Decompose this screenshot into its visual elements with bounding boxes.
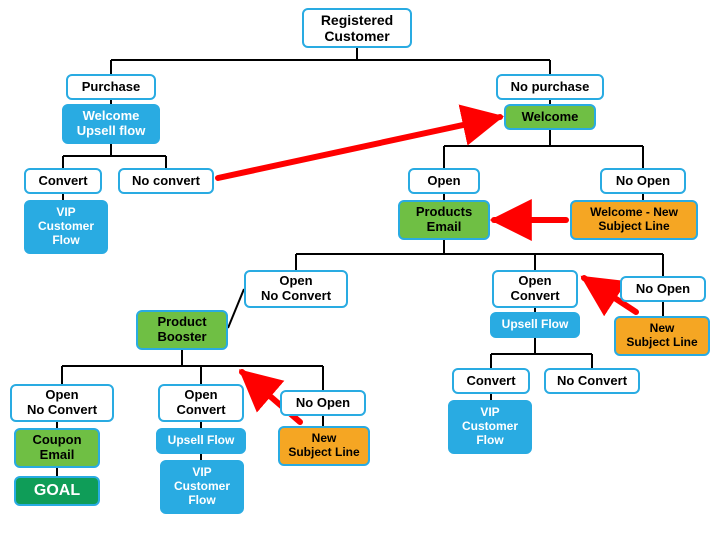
- node-welcome: Welcome: [504, 104, 596, 130]
- node-new_sl3: New Subject Line: [278, 426, 370, 466]
- node-label: No Open: [636, 282, 690, 297]
- node-label: Welcome - New Subject Line: [590, 206, 678, 234]
- node-no_open1: No Open: [600, 168, 686, 194]
- node-label: Coupon Email: [32, 433, 81, 463]
- flowchart-canvas: Registered Customer Purchase No purchase We…: [0, 0, 718, 540]
- node-open_noconv2: Open No Convert: [10, 384, 114, 422]
- node-label: Open No Convert: [261, 274, 331, 304]
- node-open_noconv: Open No Convert: [244, 270, 348, 308]
- node-label: Open: [427, 174, 460, 189]
- node-label: No Open: [616, 174, 670, 189]
- node-welcome_new_sl: Welcome - New Subject Line: [570, 200, 698, 240]
- node-label: Registered Customer: [321, 12, 393, 44]
- node-vip1: VIP Customer Flow: [24, 200, 108, 254]
- node-products_email: Products Email: [398, 200, 490, 240]
- node-label: Product Booster: [157, 315, 206, 345]
- node-label: Purchase: [82, 80, 141, 95]
- node-label: Convert: [466, 374, 515, 389]
- node-label: Welcome Upsell flow: [77, 109, 146, 139]
- node-open_conv2: Open Convert: [158, 384, 244, 422]
- node-label: Welcome: [522, 110, 579, 125]
- node-convert2: Convert: [452, 368, 530, 394]
- node-label: No convert: [132, 174, 200, 189]
- node-new_sl2: New Subject Line: [614, 316, 710, 356]
- node-label: Open Convert: [510, 274, 559, 304]
- node-vip3: VIP Customer Flow: [160, 460, 244, 514]
- node-coupon: Coupon Email: [14, 428, 100, 468]
- node-label: Upsell Flow: [168, 434, 235, 448]
- node-open_conv: Open Convert: [492, 270, 578, 308]
- node-no_convert2: No Convert: [544, 368, 640, 394]
- node-label: VIP Customer Flow: [38, 206, 94, 247]
- node-goal: GOAL: [14, 476, 100, 506]
- node-upsell2: Upsell Flow: [490, 312, 580, 338]
- node-label: VIP Customer Flow: [462, 406, 518, 447]
- node-no_open2: No Open: [620, 276, 706, 302]
- node-label: Products Email: [416, 205, 472, 235]
- node-label: Convert: [38, 174, 87, 189]
- tree-edge: [228, 289, 244, 328]
- node-convert: Convert: [24, 168, 102, 194]
- node-label: New Subject Line: [626, 322, 697, 350]
- node-vip2: VIP Customer Flow: [448, 400, 532, 454]
- node-label: No Open: [296, 396, 350, 411]
- node-label: New Subject Line: [288, 432, 359, 460]
- node-label: GOAL: [34, 482, 80, 500]
- node-label: VIP Customer Flow: [174, 466, 230, 507]
- node-upsell3: Upsell Flow: [156, 428, 246, 454]
- node-no_open3: No Open: [280, 390, 366, 416]
- node-no_convert: No convert: [118, 168, 214, 194]
- node-label: Open Convert: [176, 388, 225, 418]
- node-label: No purchase: [511, 80, 590, 95]
- node-purchase: Purchase: [66, 74, 156, 100]
- node-label: Upsell Flow: [502, 318, 569, 332]
- node-no_purchase: No purchase: [496, 74, 604, 100]
- node-label: Open No Convert: [27, 388, 97, 418]
- node-open1: Open: [408, 168, 480, 194]
- node-prod_booster: Product Booster: [136, 310, 228, 350]
- node-welcome_upsell: Welcome Upsell flow: [62, 104, 160, 144]
- node-root: Registered Customer: [302, 8, 412, 48]
- node-label: No Convert: [557, 374, 627, 389]
